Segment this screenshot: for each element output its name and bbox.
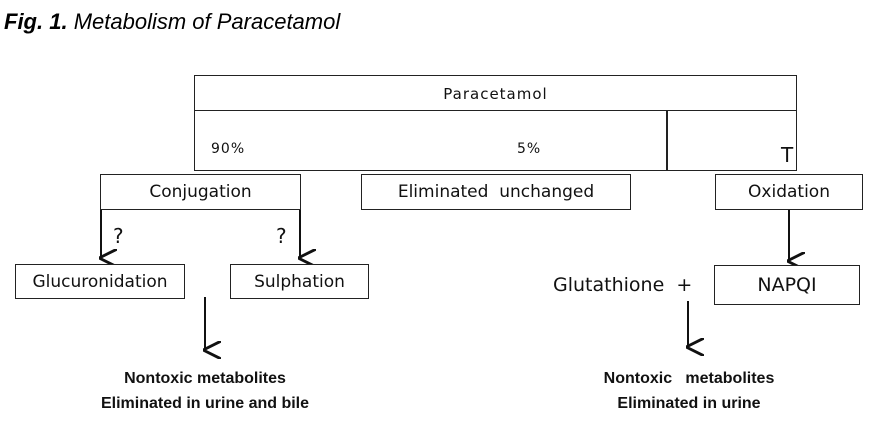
right-outcome-line1: Nontoxic metabolites [603,370,775,387]
sulphation-box: Sulphation [230,264,369,299]
napqi-box: NAPQI [714,265,860,305]
paracetamol-header-box: Paracetamol [194,75,797,112]
left-outcome-line2: Eliminated in urine and bile [100,395,310,412]
figure-label: Fig. 1. [4,9,68,34]
sulphation-label: Sulphation [254,271,345,292]
conjugation-percentage: 90% [211,141,246,157]
glucuronidation-box: Glucuronidation [15,264,185,299]
oxidation-box: Oxidation [715,174,863,210]
glucuronidation-label: Glucuronidation [32,271,168,292]
napqi-label: NAPQI [757,274,817,296]
conjugation-box: Conjugation [100,174,301,210]
glutathione-label: Glutathione + [553,274,693,296]
conjugation-label: Conjugation [149,182,252,202]
question-mark-glucuronidation: ? [113,224,124,248]
oxidation-label: Oxidation [748,182,830,202]
left-outcome: Nontoxic metabolites Eliminated in urine… [65,366,345,416]
fraction-divider [666,110,668,171]
stray-mark: T [781,143,794,167]
paracetamol-title: Paracetamol [443,84,548,103]
right-outcome: Nontoxic metabolites Eliminated in urine [565,366,813,416]
right-outcome-line2: Eliminated in urine [617,395,761,412]
figure-caption: Fig. 1. Metabolism of Paracetamol [4,9,340,35]
question-mark-sulphation: ? [276,224,287,248]
figure-title: Metabolism of Paracetamol [73,9,341,34]
eliminated-unchanged-box: Eliminated unchanged [361,174,631,210]
oxidation-percentage: 5% [517,141,542,157]
left-outcome-line1: Nontoxic metabolites [124,370,286,387]
paracetamol-fraction-box [194,110,797,171]
eliminated-unchanged-label: Eliminated unchanged [397,182,595,202]
